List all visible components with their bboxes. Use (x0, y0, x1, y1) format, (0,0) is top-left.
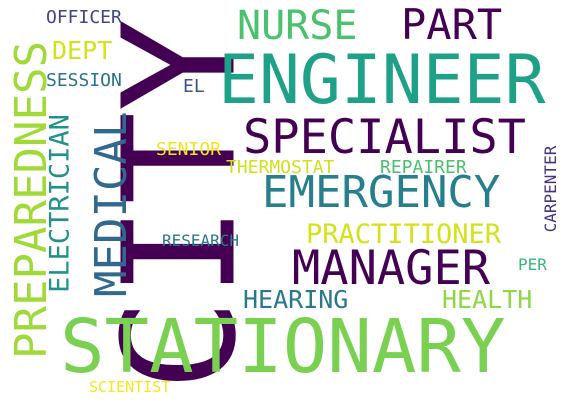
word-electrician: ELECTRICIAN (44, 114, 76, 293)
word-hearing: HEARING (243, 285, 349, 314)
word-health: HEALTH (442, 285, 533, 314)
word-officer: OFFICER (46, 7, 122, 28)
word-session: SESSION (46, 70, 122, 91)
word-stationary: STATIONARY (60, 304, 506, 390)
word-engineer: ENGINEER (218, 41, 546, 120)
word-manager: MANAGER (292, 241, 491, 296)
word-thermostat: THERMOSTAT (226, 157, 335, 178)
word-emergency: EMERGENCY (262, 167, 501, 218)
word-repairer: REPAIRER (380, 157, 467, 178)
word-senior: SENIOR (156, 139, 222, 160)
word-research: RESEARCH (162, 231, 240, 250)
word-dept: DEPT (52, 36, 113, 65)
word-specialist: SPECIALIST (243, 110, 526, 165)
word-carpenter: CARPENTER (541, 145, 560, 233)
word-nurse: NURSE (237, 3, 358, 49)
word-scientist: SCIENTIST (89, 378, 171, 396)
word-el: EL (183, 76, 205, 97)
word-part: PART (401, 0, 503, 49)
word-medical: MEDICAL (86, 111, 137, 297)
word-per: PER (518, 255, 547, 274)
word-practitioner: PRACTITIONER (306, 219, 502, 250)
